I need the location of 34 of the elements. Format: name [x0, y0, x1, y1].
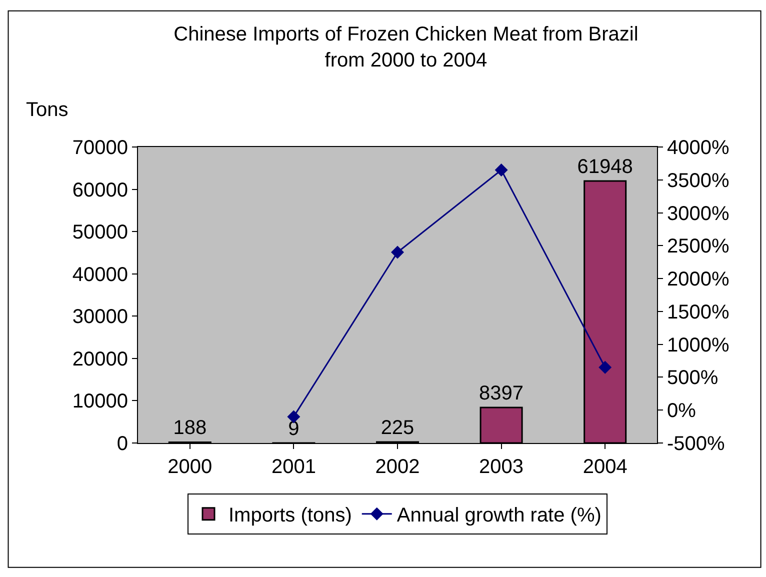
chart-title: Chinese Imports of Frozen Chicken Meat from Brazil from 2000 to 2004: [174, 23, 638, 72]
y2-tick-label: -500%: [667, 433, 726, 455]
y2-tick-label: 3500%: [667, 170, 730, 192]
x-tick-label: 2003: [479, 456, 524, 478]
y-tick-label: 70000: [72, 137, 128, 159]
y2-tick-label: 3000%: [667, 202, 730, 225]
y2-tick-label: 1500%: [667, 301, 730, 324]
y-tick-label: 0: [116, 433, 128, 455]
y-tick-label: 60000: [72, 179, 128, 202]
x-tick-label: 2002: [375, 456, 420, 478]
y2-tick-label: 1000%: [667, 334, 730, 356]
data-label: 188: [173, 417, 207, 440]
data-label: 8397: [479, 382, 524, 404]
point: [494, 164, 508, 177]
y2-tick-label: 4000%: [667, 137, 730, 159]
y2-tick-label: 2000%: [667, 268, 730, 291]
x-tick-label: 2004: [582, 456, 628, 478]
x-tick-label: 2001: [271, 456, 316, 478]
point: [598, 360, 612, 374]
data-label: 61948: [577, 156, 633, 178]
point: [391, 246, 404, 259]
legend-label: Imports (tons): [228, 504, 352, 527]
y2-tick-label: 500%: [667, 367, 718, 390]
x-tick-label: 2000: [168, 456, 212, 478]
y2-tick-label: 0%: [667, 400, 696, 422]
legend-label: Annual growth rate (%): [396, 504, 602, 527]
y-tick-label: 30000: [72, 306, 128, 328]
y-tick-label: 50000: [72, 222, 128, 244]
y-tick-label: 10000: [72, 390, 128, 413]
y-tick-label: 40000: [72, 264, 128, 286]
y2-tick-label: 2500%: [667, 236, 730, 258]
y-tick-label: 20000: [72, 348, 128, 370]
data-label: 225: [380, 417, 414, 440]
y-axis-title: Tons: [26, 99, 68, 121]
